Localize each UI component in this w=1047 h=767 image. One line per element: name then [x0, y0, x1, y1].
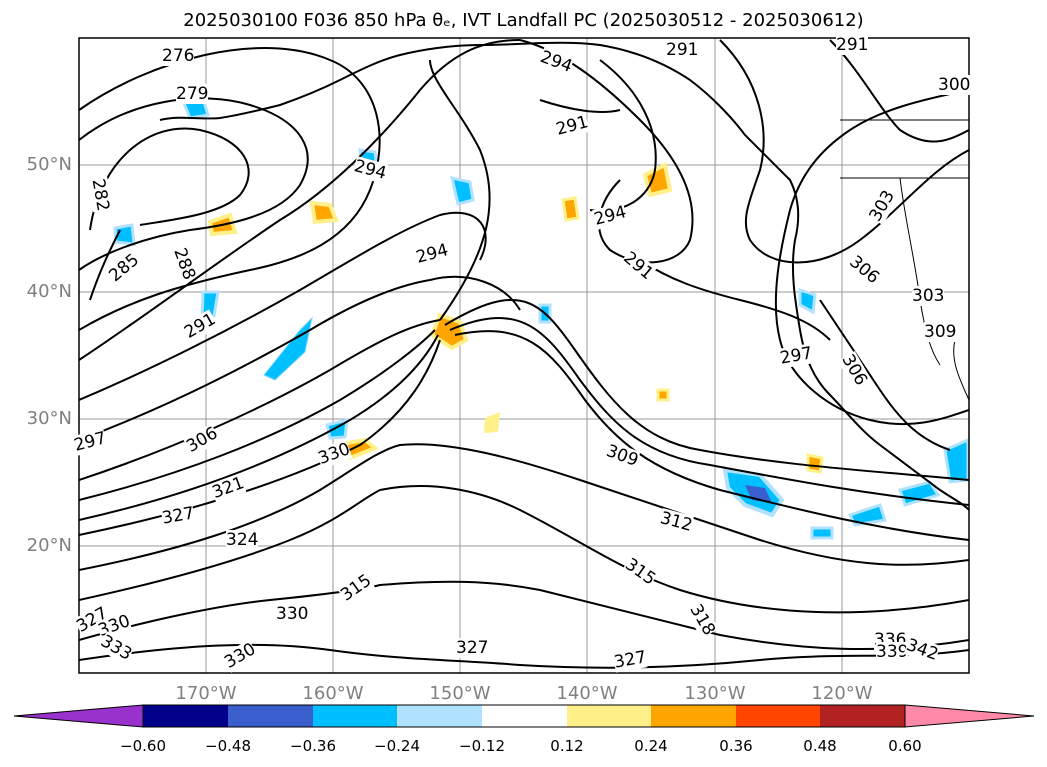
- contour-label: 291: [836, 35, 869, 55]
- contour-label: 300: [938, 75, 971, 95]
- colorbar-tick: 0.24: [634, 737, 668, 755]
- lon-label: 170°W: [175, 683, 237, 704]
- colorbar-swatch: [482, 705, 567, 727]
- colorbar-swatch: [736, 705, 820, 727]
- map-frame: [78, 37, 970, 674]
- lat-label: 40°N: [26, 281, 72, 302]
- lon-label: 150°W: [429, 683, 491, 704]
- contour-label: 303: [912, 286, 945, 306]
- colorbar: [13, 704, 1035, 728]
- colorbar-tick: −0.12: [459, 737, 505, 755]
- contour-label: 330: [276, 604, 309, 624]
- colorbar-tick: −0.48: [205, 737, 251, 755]
- lat-label: 20°N: [26, 535, 72, 556]
- contour-label: 279: [176, 84, 209, 104]
- colorbar-extend-high: [904, 704, 1035, 728]
- map-background: [79, 38, 969, 673]
- contour-label: 309: [924, 322, 957, 342]
- lon-label: 160°W: [302, 683, 364, 704]
- contour-label: 276: [162, 46, 195, 66]
- lon-label: 130°W: [684, 683, 746, 704]
- lat-label: 30°N: [26, 408, 72, 429]
- colorbar-swatch: [228, 705, 313, 727]
- colorbar-tick: −0.36: [290, 737, 336, 755]
- contour-label: 327: [456, 638, 489, 658]
- map-title: 2025030100 F036 850 hPa θₑ, IVT Landfall…: [183, 10, 864, 31]
- contour-label: 339: [876, 642, 909, 662]
- colorbar-swatch: [567, 705, 651, 727]
- contour-label: 324: [226, 530, 259, 550]
- colorbar-swatch: [143, 705, 228, 727]
- colorbar-swatch: [820, 705, 905, 727]
- lat-label: 50°N: [26, 154, 72, 175]
- colorbar-tick: −0.60: [120, 737, 166, 755]
- colorbar-swatch: [651, 705, 736, 727]
- colorbar-tick: 0.36: [719, 737, 753, 755]
- colorbar-swatch: [313, 705, 397, 727]
- colorbar-extend-low: [13, 704, 144, 728]
- colorbar-tick: 0.60: [888, 737, 922, 755]
- colorbar-swatch: [397, 705, 482, 727]
- theta-e-contours: [79, 39, 969, 669]
- colorbar-tick: 0.12: [550, 737, 584, 755]
- colorbar-tick: −0.24: [374, 737, 420, 755]
- contour-label: 291: [666, 40, 699, 60]
- lon-label: 140°W: [556, 683, 618, 704]
- lon-label: 120°W: [811, 683, 873, 704]
- colorbar-tick: 0.48: [803, 737, 837, 755]
